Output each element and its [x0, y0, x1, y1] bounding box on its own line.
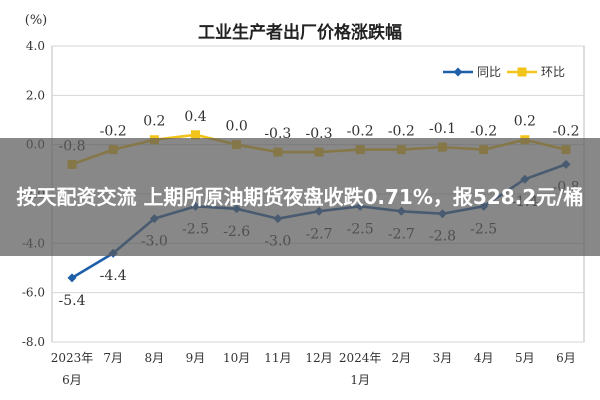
headline-banner: 按天配资交流 上期所原油期货夜盘收跌0.71%，报528.2元/桶	[0, 138, 600, 256]
data-label: -0.2	[347, 124, 374, 140]
x-tick-label: 8月	[145, 351, 165, 365]
x-tick-label: 11月	[264, 351, 291, 365]
chart-title: 工业生产者出厂价格涨跌幅	[198, 22, 402, 43]
data-label: -0.2	[100, 124, 127, 140]
data-label: -0.2	[553, 124, 580, 140]
data-label: 0.4	[184, 109, 206, 125]
data-label: -5.4	[59, 293, 86, 309]
data-label: 0.2	[514, 114, 536, 130]
headline-text: 按天配资交流 上期所原油期货夜盘收跌0.71%，报528.2元/桶	[16, 185, 584, 209]
legend-marker	[517, 67, 527, 77]
data-point	[191, 130, 200, 140]
data-label: -0.2	[470, 124, 497, 140]
x-tick-label: 9月	[186, 351, 206, 365]
x-tick-label: 2月	[392, 351, 412, 365]
x-tick-label: 7月	[103, 351, 123, 365]
y-tick-label: -8.0	[22, 335, 45, 349]
data-label: 0.0	[226, 119, 248, 135]
x-tick-label: 2023年	[51, 351, 94, 365]
x-tick-label: 6月	[556, 351, 576, 365]
data-label: -0.1	[429, 121, 456, 137]
x-tick-label-line2: 6月	[62, 373, 82, 387]
x-tick-label: 10月	[223, 351, 250, 365]
legend-label: 环比	[541, 65, 565, 79]
x-tick-label: 12月	[305, 351, 332, 365]
x-tick-label: 2024年	[339, 351, 382, 365]
y-tick-label: 4.0	[26, 39, 45, 53]
legend: 同比 环比	[443, 65, 565, 79]
data-point	[67, 273, 77, 283]
legend-marker	[453, 67, 463, 77]
x-tick-label: 5月	[515, 351, 535, 365]
y-tick-label: -6.0	[22, 286, 45, 300]
data-label: -4.4	[100, 268, 127, 284]
x-tick-label: 3月	[433, 351, 453, 365]
y-axis-unit: (%)	[25, 13, 48, 28]
data-label: -0.2	[388, 124, 415, 140]
data-label: 0.2	[143, 114, 165, 130]
y-tick-label: 2.0	[26, 88, 45, 102]
x-tick-label-line2: 1月	[350, 373, 370, 387]
legend-label: 同比	[477, 65, 501, 79]
x-tick-label: 4月	[474, 351, 494, 365]
